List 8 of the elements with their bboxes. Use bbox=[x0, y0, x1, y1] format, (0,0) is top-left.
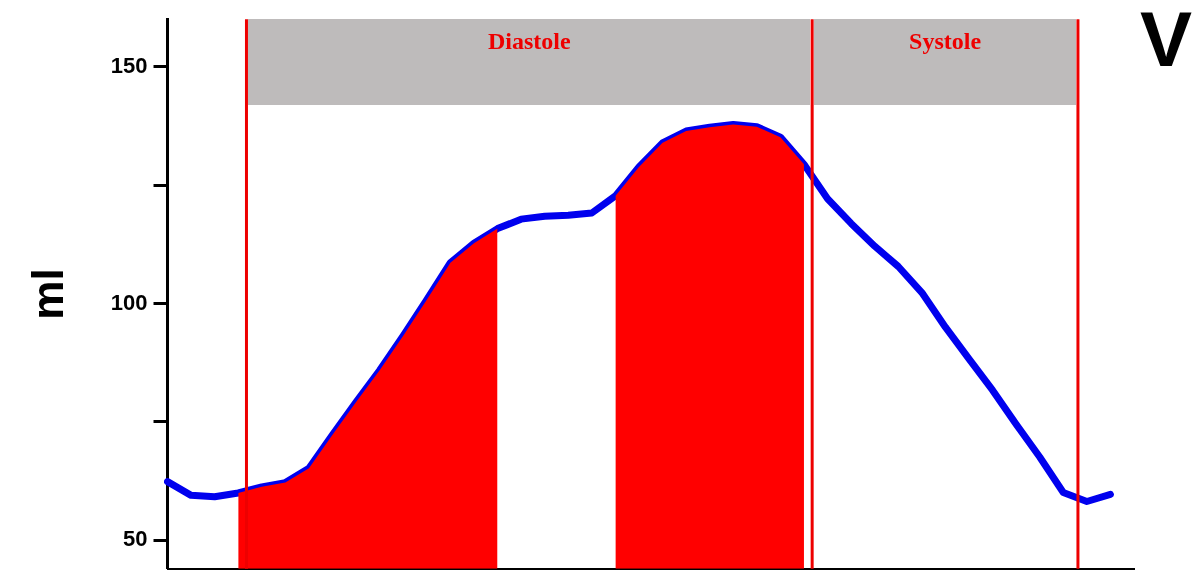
y-axis-title: ml bbox=[22, 268, 72, 320]
text: V bbox=[1140, 0, 1193, 83]
annotation: Diastole bbox=[487, 28, 571, 55]
phase-header: Diastole Systole bbox=[248, 19, 1076, 106]
y-tick-label: 100 bbox=[110, 289, 148, 315]
y-tick-label: 150 bbox=[110, 52, 148, 78]
y-tick-label: 50 bbox=[123, 526, 148, 552]
annotation: Systole bbox=[909, 28, 982, 55]
